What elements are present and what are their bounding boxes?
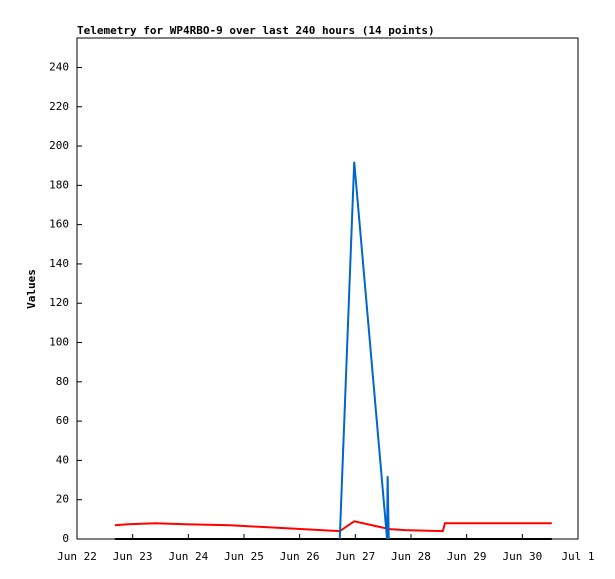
x-tick-label: Jun 27 — [335, 550, 375, 563]
x-tick-label: Jun 29 — [447, 550, 487, 563]
y-tick-label: 140 — [49, 257, 69, 270]
y-tick-label: 180 — [49, 178, 69, 191]
x-tick-label: Jul 1 — [561, 550, 594, 563]
series-line — [338, 161, 390, 540]
series-line — [114, 520, 552, 533]
y-axis-label: Values — [25, 269, 38, 309]
x-tick-label: Jun 23 — [113, 550, 153, 563]
y-tick-label: 240 — [49, 60, 69, 73]
y-tick-label: 40 — [56, 453, 69, 466]
y-tick-label: 20 — [56, 493, 69, 506]
y-tick-label: 220 — [49, 100, 69, 113]
y-tick-label: 120 — [49, 296, 69, 309]
y-tick-label: 200 — [49, 139, 69, 152]
x-tick-label: Jun 26 — [280, 550, 320, 563]
x-tick-label: Jun 24 — [168, 550, 208, 563]
y-tick-label: 100 — [49, 336, 69, 349]
y-tick-label: 0 — [62, 532, 69, 545]
y-tick-label: 80 — [56, 375, 69, 388]
x-tick-label: Jun 28 — [391, 550, 431, 563]
plot-frame — [76, 37, 579, 540]
y-tick-label: 160 — [49, 218, 69, 231]
chart-title: Telemetry for WP4RBO-9 over last 240 hou… — [77, 24, 435, 37]
x-tick-label: Jun 30 — [502, 550, 542, 563]
y-tick-label: 60 — [56, 414, 69, 427]
x-tick-label: Jun 25 — [224, 550, 264, 563]
x-tick-label: Jun 22 — [57, 550, 97, 563]
